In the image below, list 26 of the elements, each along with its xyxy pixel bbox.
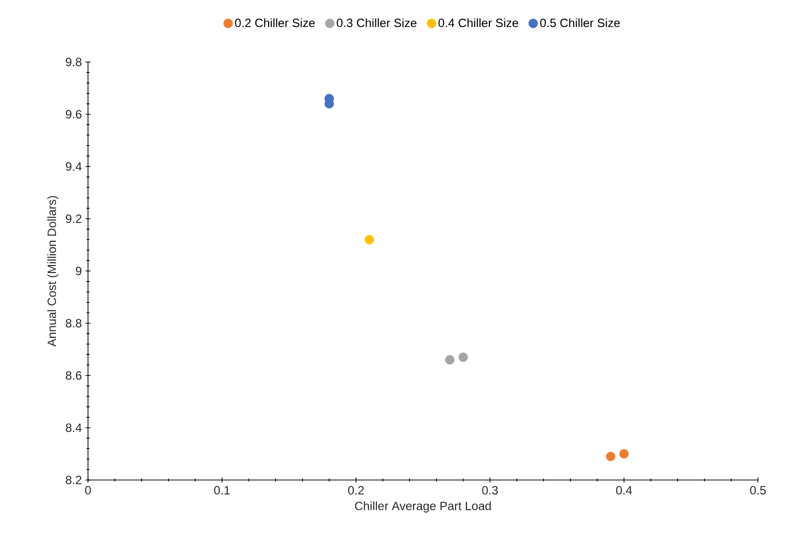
x-tick-label: 0.2 xyxy=(348,486,364,495)
point xyxy=(364,234,374,244)
legend-label: 0.5 Chiller Size xyxy=(540,18,620,28)
x-tick-label: 0 xyxy=(85,486,91,495)
point xyxy=(458,352,468,362)
y-tick-label: 9.6 xyxy=(66,110,82,118)
point xyxy=(445,355,455,365)
x-tick-label: 0.4 xyxy=(616,486,632,495)
y-tick-label: 8.4 xyxy=(66,423,82,432)
legend-label: 0.4 Chiller Size xyxy=(438,18,518,28)
y-tick-label: 8.2 xyxy=(66,476,82,484)
x-tick-label: 0.5 xyxy=(750,486,766,495)
x-tick-label: 0.1 xyxy=(214,486,230,495)
x-tick-label: 0.3 xyxy=(482,486,498,495)
y-axis-title: Annual Cost (Million Dollars) xyxy=(47,196,58,347)
point xyxy=(619,449,629,459)
legend-label: 0.3 Chiller Size xyxy=(336,18,416,28)
legend-label: 0.2 Chiller Size xyxy=(235,18,315,28)
y-tick-label: 9.4 xyxy=(66,162,82,171)
y-tick-label: 8.8 xyxy=(66,318,82,328)
y-tick-label: 9.8 xyxy=(66,58,82,66)
x-axis-title: Chiller Average Part Load xyxy=(355,501,491,513)
point xyxy=(606,452,616,462)
y-tick-label: 9 xyxy=(76,266,82,276)
y-tick-label: 8.6 xyxy=(66,371,82,380)
y-tick-label: 9.2 xyxy=(66,214,82,223)
